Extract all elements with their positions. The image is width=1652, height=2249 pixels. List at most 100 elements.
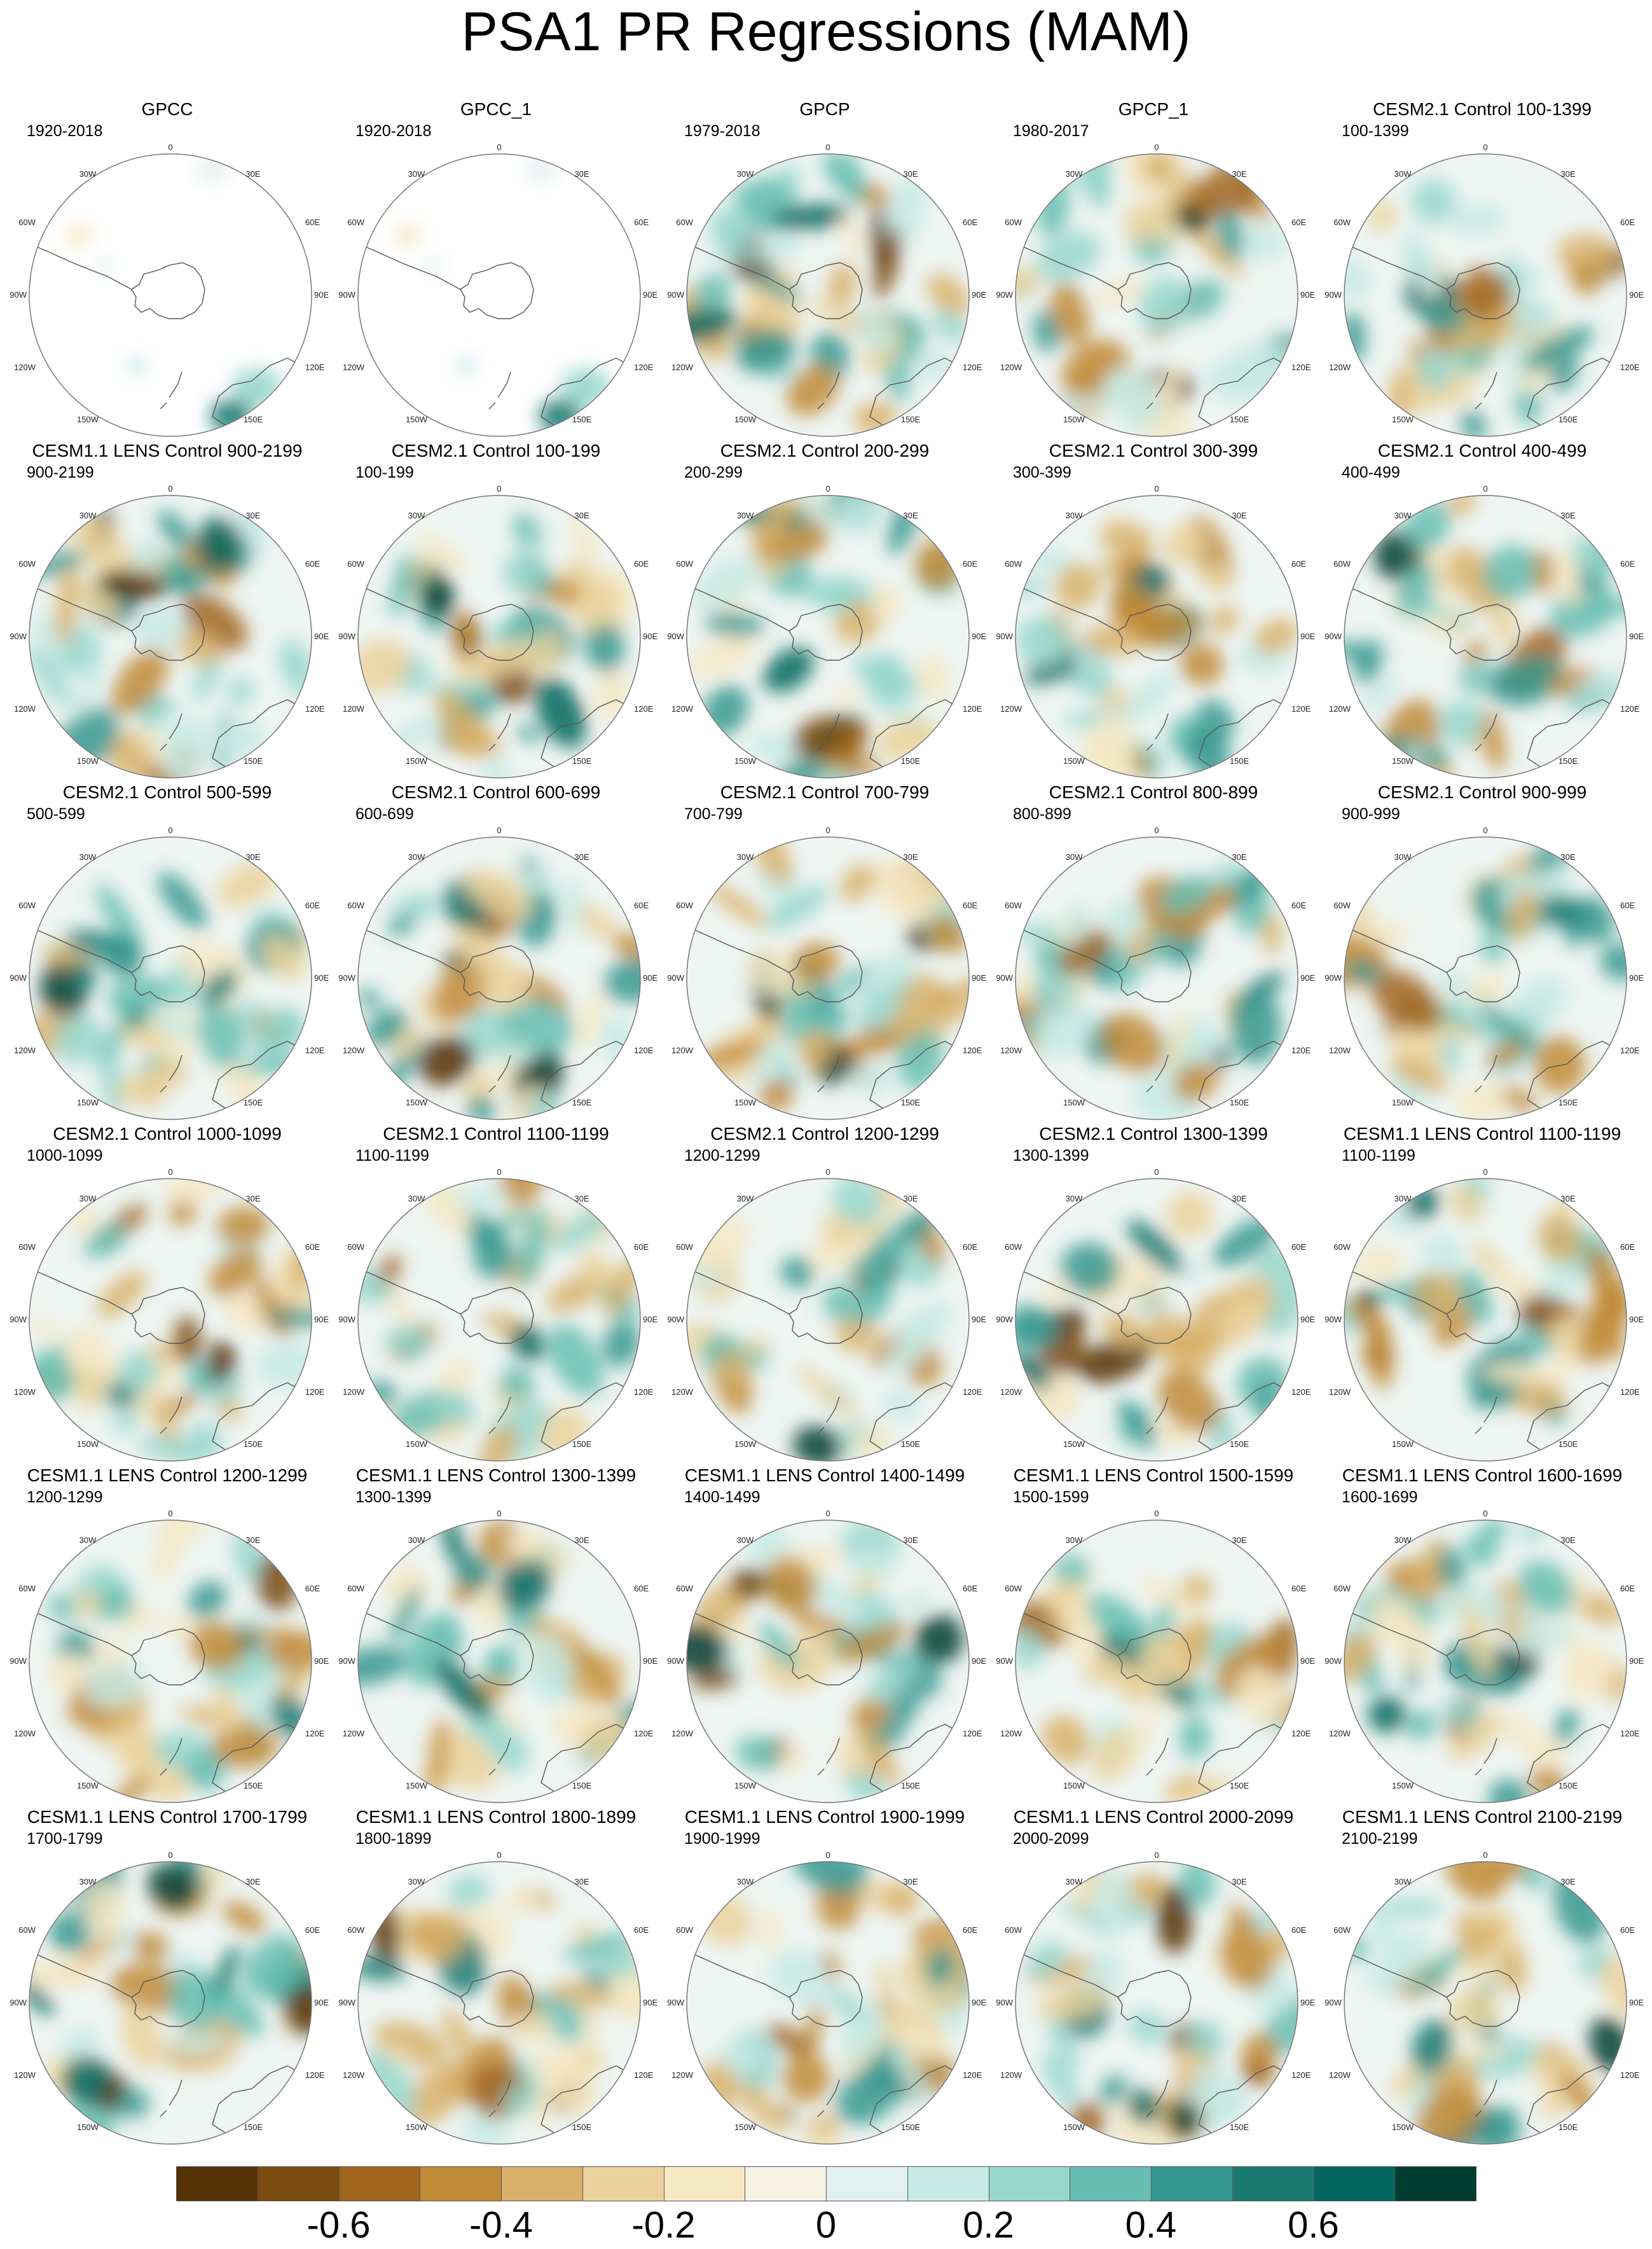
antarctica-coastline <box>1117 1628 1192 1685</box>
antarctica-coastline <box>788 262 863 319</box>
polar-map: 0 30E 60E 90E 120E 150E 180 150W 120W 90W 60W 30W <box>667 142 986 440</box>
map-panel: 0 30E 60E 90E 120E 150E 180 150W 120W 90W 60W 30W CE… <box>331 1806 661 2148</box>
longitude-label: 150E <box>1230 415 1249 424</box>
longitude-label: 90W <box>338 1656 355 1666</box>
antarctica-coastline <box>788 1970 863 2027</box>
longitude-label: 60W <box>347 1925 364 1935</box>
map-panel: 0 30E 60E 90E 120E 150E 180 150W 120W 90W 60W 30W CE… <box>989 782 1318 1123</box>
colorbar-swatch <box>1394 2166 1476 2201</box>
map-panel: 0 30E 60E 90E 120E 150E 180 150W 120W 90W 60W 30W CE… <box>660 782 989 1123</box>
polar-map: 0 30E 60E 90E 120E 150E 180 150W 120W 90W 60W 30W <box>667 826 986 1123</box>
longitude-label: 90W <box>10 632 27 641</box>
longitude-label: 90E <box>643 1998 657 2007</box>
panel-title: CESM2.1 Control 1100-1199 <box>383 1124 609 1144</box>
polar-map: 0 30E 60E 90E 120E 150E 180 150W 120W 90W 60W 30W <box>1325 142 1644 440</box>
longitude-label: 150W <box>734 1439 757 1449</box>
longitude-label: 180 <box>163 780 177 782</box>
colorbar-swatch <box>745 2166 827 2201</box>
longitude-label: 150E <box>244 1781 263 1790</box>
south-america-coastline <box>687 1268 790 1315</box>
longitude-label: 120W <box>1000 1046 1022 1055</box>
south-america-coastline <box>1344 1951 1447 1998</box>
longitude-label: 60W <box>18 1242 36 1252</box>
polar-map: 0 30E 60E 90E 120E 150E 180 150W 120W 90W 60W 30W <box>10 1850 329 2148</box>
polar-map: 0 30E 60E 90E 120E 150E 180 150W 120W 90W 60W 30W <box>10 826 329 1123</box>
panel-period-label: 200-299 <box>684 464 743 481</box>
colorbar-tick-label: 0.4 <box>1125 2204 1177 2246</box>
longitude-label: 30W <box>79 511 97 520</box>
map-panel: 0 30E 60E 90E 120E 150E 180 150W 120W 90W 60W 30W CE… <box>3 440 332 782</box>
map-border <box>357 495 641 778</box>
panel-period-label: 1100-1199 <box>355 1147 429 1165</box>
longitude-label: 90W <box>996 1315 1013 1324</box>
longitude-label: 0 <box>825 142 830 152</box>
longitude-label: 150W <box>1063 756 1085 766</box>
longitude-label: 150E <box>244 2122 263 2132</box>
longitude-label: 150W <box>1392 415 1414 424</box>
longitude-label: 180 <box>821 1122 835 1123</box>
longitude-label: 120E <box>634 363 654 372</box>
longitude-label: 150E <box>1230 1098 1249 1107</box>
longitude-label: 90W <box>996 632 1013 641</box>
longitude-label: 60E <box>634 218 649 227</box>
longitude-label: 120E <box>1620 363 1640 372</box>
longitude-label: 30E <box>245 852 260 862</box>
south-america-coastline <box>358 585 461 632</box>
longitude-label: 120E <box>634 1046 654 1055</box>
longitude-label: 60W <box>347 1242 364 1252</box>
longitude-label: 30W <box>1066 511 1083 520</box>
antarctica-coastline <box>1117 1287 1192 1344</box>
antarctica-coastline <box>1446 1628 1520 1685</box>
longitude-label: 30E <box>1232 1535 1246 1545</box>
panel-title: CESM2.1 Control 1200-1299 <box>710 1124 939 1144</box>
panel-period-label: 2000-2099 <box>1013 1830 1089 1848</box>
panel-period-label: 900-2199 <box>27 464 94 481</box>
panel-period-label: 1100-1199 <box>1342 1147 1415 1165</box>
longitude-label: 180 <box>163 1464 177 1465</box>
antarctica-coastline <box>1117 604 1192 661</box>
longitude-label: 150E <box>901 756 921 766</box>
colorbar-tick-labels: -0.6 -0.4 -0.2 0 0.2 0.4 0.6 <box>0 2204 1652 2249</box>
longitude-label: 180 <box>163 439 177 440</box>
longitude-label: 150E <box>244 1439 263 1449</box>
south-america-coastline <box>1015 1268 1119 1315</box>
south-america-coastline <box>358 243 461 290</box>
longitude-label: 60W <box>347 901 364 910</box>
longitude-label: 60E <box>963 559 977 569</box>
map-panel: 0 30E 60E 90E 120E 150E 180 150W 120W 90W 60W 30W CE… <box>331 440 661 782</box>
longitude-label: 60W <box>18 218 36 227</box>
map-panel: 0 30E 60E 90E 120E 150E 180 150W 120W 90W 60W 30W GP… <box>660 99 989 440</box>
longitude-label: 60W <box>347 559 364 569</box>
panel-title: CESM1.1 LENS Control 1200-1299 <box>27 1465 308 1485</box>
panel-period-label: 1600-1699 <box>1342 1488 1418 1506</box>
polar-map: 0 30E 60E 90E 120E 150E 180 150W 120W 90W 60W 30W <box>1325 1167 1644 1465</box>
longitude-label: 60E <box>1291 1584 1306 1593</box>
longitude-label: 60E <box>1620 1584 1635 1593</box>
new-zealand-coastline <box>1475 371 1497 410</box>
longitude-label: 30W <box>1394 511 1412 520</box>
longitude-label: 150E <box>1559 2122 1578 2132</box>
longitude-label: 90E <box>972 1998 986 2007</box>
longitude-label: 60E <box>1291 218 1306 227</box>
longitude-label: 180 <box>821 439 835 440</box>
map-panel: 0 30E 60E 90E 120E 150E 180 150W 120W 90W 60W 30W CE… <box>1318 1123 1647 1465</box>
panel-period-label: 2100-2199 <box>1342 1830 1418 1848</box>
longitude-label: 180 <box>1478 1805 1492 1806</box>
longitude-label: 0 <box>1483 1850 1487 1860</box>
south-america-coastline <box>1015 1951 1119 1998</box>
longitude-label: 120W <box>1000 1387 1022 1397</box>
longitude-label: 90W <box>10 1998 27 2007</box>
polar-map: 0 30E 60E 90E 120E 150E 180 150W 120W 90W 60W 30W <box>1325 484 1644 782</box>
antarctica-coastline <box>131 604 205 661</box>
longitude-label: 60E <box>1291 901 1306 910</box>
panel-title: CESM1.1 LENS Control 1900-1999 <box>684 1807 965 1827</box>
longitude-label: 60E <box>963 1925 977 1935</box>
longitude-label: 30W <box>1066 1535 1083 1545</box>
longitude-label: 150W <box>1063 2122 1085 2132</box>
longitude-label: 150E <box>901 415 921 424</box>
antarctica-coastline <box>788 1287 863 1344</box>
map-border <box>1344 1178 1627 1462</box>
longitude-label: 0 <box>497 1509 501 1518</box>
longitude-label: 120E <box>305 704 325 714</box>
longitude-label: 120W <box>1329 363 1351 372</box>
